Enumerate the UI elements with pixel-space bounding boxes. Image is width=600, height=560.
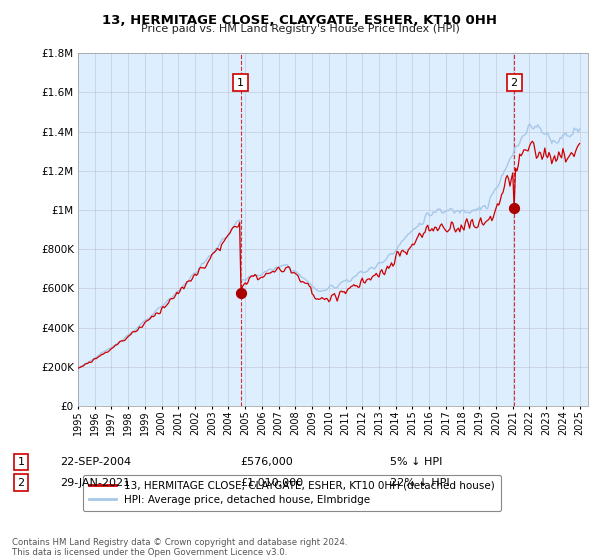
Text: 22% ↓ HPI: 22% ↓ HPI bbox=[390, 478, 449, 488]
Point bbox=[509, 204, 519, 213]
Text: Contains HM Land Registry data © Crown copyright and database right 2024.
This d: Contains HM Land Registry data © Crown c… bbox=[12, 538, 347, 557]
Text: 22-SEP-2004: 22-SEP-2004 bbox=[60, 457, 131, 467]
Text: 13, HERMITAGE CLOSE, CLAYGATE, ESHER, KT10 0HH: 13, HERMITAGE CLOSE, CLAYGATE, ESHER, KT… bbox=[103, 14, 497, 27]
Text: 5% ↓ HPI: 5% ↓ HPI bbox=[390, 457, 442, 467]
Text: £576,000: £576,000 bbox=[240, 457, 293, 467]
Text: Price paid vs. HM Land Registry's House Price Index (HPI): Price paid vs. HM Land Registry's House … bbox=[140, 24, 460, 34]
Text: £1,010,000: £1,010,000 bbox=[240, 478, 303, 488]
Text: 2: 2 bbox=[17, 478, 25, 488]
Text: 2: 2 bbox=[511, 78, 518, 87]
Text: 29-JAN-2021: 29-JAN-2021 bbox=[60, 478, 130, 488]
Legend: 13, HERMITAGE CLOSE, CLAYGATE, ESHER, KT10 0HH (detached house), HPI: Average pr: 13, HERMITAGE CLOSE, CLAYGATE, ESHER, KT… bbox=[83, 475, 501, 511]
Point bbox=[236, 288, 245, 297]
Text: 1: 1 bbox=[17, 457, 25, 467]
Text: 1: 1 bbox=[237, 78, 244, 87]
